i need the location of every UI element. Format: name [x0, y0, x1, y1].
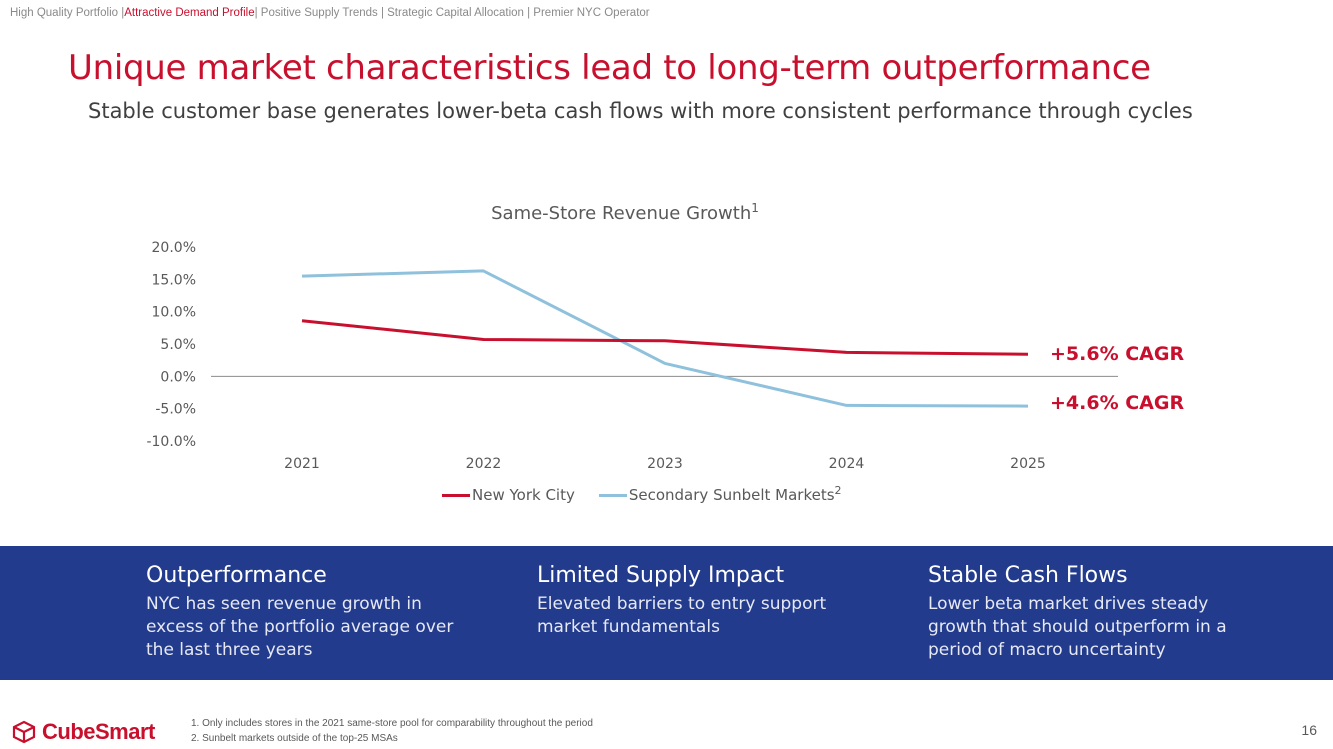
- x-tick-label: 2023: [647, 456, 683, 472]
- y-tick-label: 20.0%: [152, 240, 196, 256]
- chart-title-footnote: 1: [751, 201, 759, 215]
- y-tick-label: 0.0%: [160, 369, 196, 385]
- legend-item-sunbelt: Secondary Sunbelt Markets2: [598, 484, 842, 504]
- y-tick-label: 5.0%: [160, 337, 196, 353]
- footnotes: 1. Only includes stores in the 2021 same…: [191, 716, 593, 746]
- highlight-body: Elevated barriers to entry support marke…: [537, 594, 827, 637]
- series-line-nyc: [301, 319, 1029, 356]
- section-breadcrumb: High Quality Portfolio |Attractive Deman…: [10, 7, 650, 19]
- y-tick-label: -5.0%: [155, 402, 196, 418]
- x-tick-label: 2025: [1010, 456, 1046, 472]
- nav-item-rest: | Positive Supply Trends | Strategic Cap…: [254, 7, 650, 19]
- logo-wordmark: CubeSmart: [42, 719, 155, 744]
- legend-footnote-sunbelt: 2: [834, 484, 842, 497]
- highlight-title: Outperformance: [146, 563, 327, 588]
- cube-logo-icon: [12, 720, 36, 744]
- highlight-body: Lower beta market drives steady growth t…: [928, 594, 1227, 660]
- y-tick-label: 15.0%: [152, 272, 196, 288]
- y-tick-label: -10.0%: [146, 434, 196, 450]
- highlight-title: Limited Supply Impact: [537, 563, 785, 588]
- legend-swatch-nyc: [442, 494, 470, 497]
- highlight-outperformance: Outperformance NYC has seen revenue grow…: [146, 563, 476, 662]
- nav-item-demand-profile: Attractive Demand Profile: [124, 7, 255, 19]
- legend-label-sunbelt: Secondary Sunbelt Markets: [628, 486, 835, 504]
- highlights-band: [0, 546, 1333, 680]
- x-tick-label: 2024: [829, 456, 865, 472]
- highlight-limited-supply: Limited Supply Impact Elevated barriers …: [537, 563, 837, 639]
- company-logo: CubeSmart: [12, 719, 155, 745]
- series-line-sunbelt: [301, 269, 1029, 408]
- legend-label-nyc: New York City: [472, 486, 575, 504]
- nav-item-high-quality: High Quality Portfolio |: [10, 7, 125, 19]
- legend-item-nyc: New York City: [442, 486, 575, 504]
- y-tick-label: 10.0%: [152, 305, 196, 321]
- chart-title-text: Same-Store Revenue Growth: [491, 203, 752, 224]
- cagr-label-sunbelt: +4.6% CAGR: [1050, 392, 1185, 414]
- legend-swatch-sunbelt: [598, 494, 627, 497]
- x-tick-label: 2021: [284, 456, 320, 472]
- page-number: 16: [1301, 722, 1317, 738]
- cagr-label-nyc: +5.6% CAGR: [1050, 343, 1185, 365]
- highlight-body: NYC has seen revenue growth in excess of…: [146, 594, 454, 660]
- chart-legend: New York City Secondary Sunbelt Markets2: [442, 484, 866, 504]
- footnote-2: 2. Sunbelt markets outside of the top-25…: [191, 733, 398, 744]
- x-tick-label: 2022: [466, 456, 502, 472]
- highlight-stable-cash: Stable Cash Flows Lower beta market driv…: [928, 563, 1248, 662]
- highlight-title: Stable Cash Flows: [928, 563, 1128, 588]
- footnote-1: 1. Only includes stores in the 2021 same…: [191, 718, 593, 729]
- page-title: Unique market characteristics lead to lo…: [68, 48, 1151, 88]
- chart-title: Same-Store Revenue Growth1: [0, 201, 1250, 224]
- page-subtitle: Stable customer base generates lower-bet…: [88, 99, 1193, 123]
